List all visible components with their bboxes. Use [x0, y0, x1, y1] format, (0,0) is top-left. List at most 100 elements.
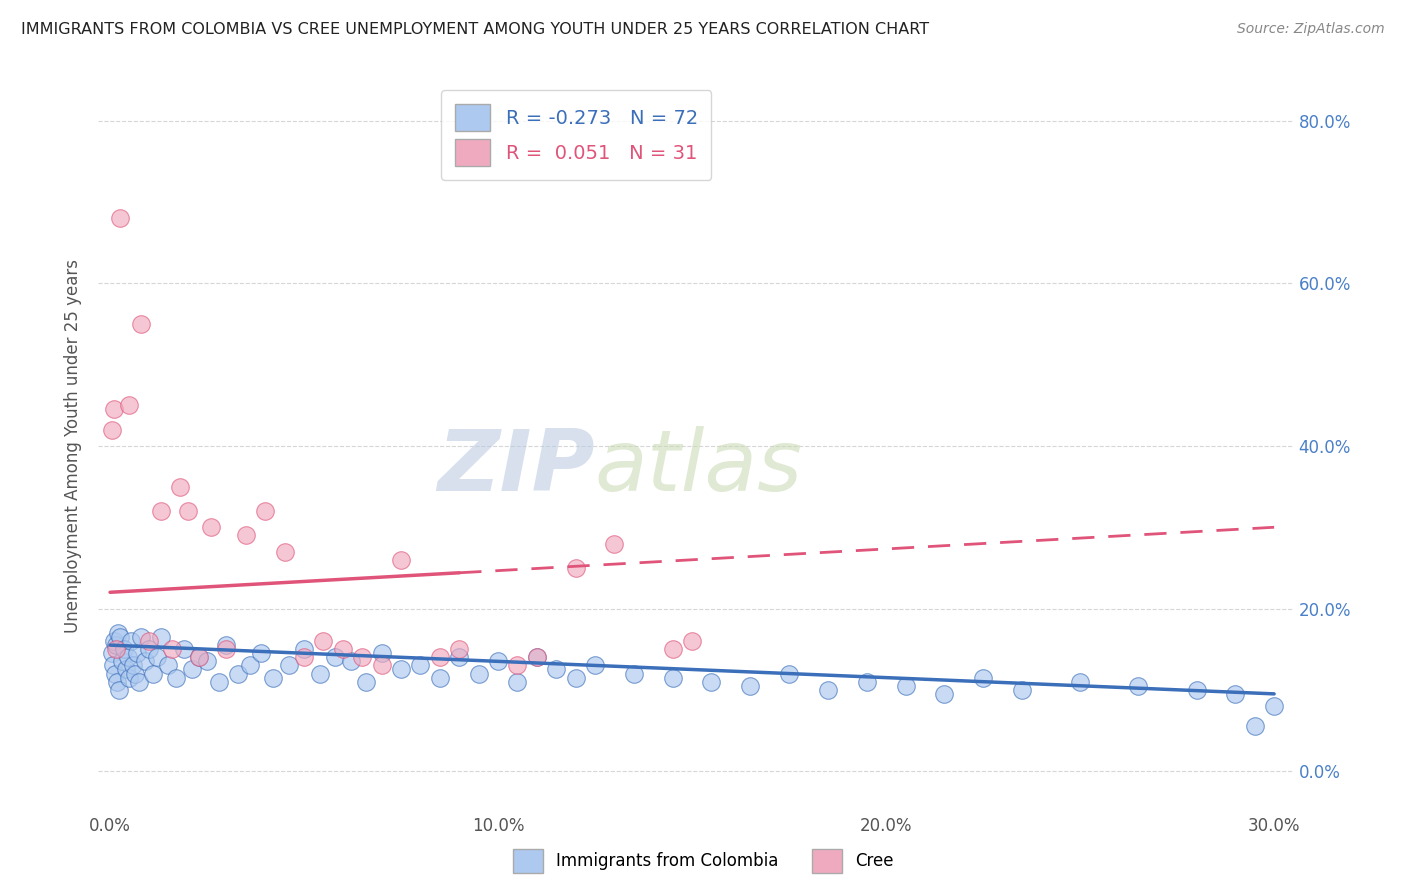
Text: IMMIGRANTS FROM COLOMBIA VS CREE UNEMPLOYMENT AMONG YOUTH UNDER 25 YEARS CORRELA: IMMIGRANTS FROM COLOMBIA VS CREE UNEMPLO… [21, 22, 929, 37]
Point [740, 679, 762, 693]
Point [104, 666, 127, 681]
Point [169, 480, 191, 494]
Point [138, 642, 160, 657]
Point [160, 642, 183, 657]
Point [506, 674, 529, 689]
Point [352, 650, 374, 665]
Point [894, 679, 917, 693]
Point [235, 528, 257, 542]
Point [292, 642, 315, 657]
Point [308, 666, 330, 681]
Point [262, 671, 284, 685]
Point [486, 654, 509, 668]
Point [1011, 682, 1033, 697]
Point [239, 658, 262, 673]
Point [332, 642, 354, 657]
Point [526, 650, 548, 665]
Point [124, 666, 146, 681]
Point [145, 650, 167, 665]
Point [409, 658, 432, 673]
Point [195, 654, 218, 668]
Point [817, 682, 839, 697]
Point [149, 630, 172, 644]
Point [546, 663, 568, 677]
Point [354, 674, 377, 689]
Point [107, 682, 129, 697]
Legend: Immigrants from Colombia, Cree: Immigrants from Colombia, Cree [506, 842, 900, 880]
Point [449, 642, 471, 657]
Point [312, 634, 335, 648]
Point [157, 658, 180, 673]
Point [1243, 719, 1265, 733]
Point [603, 536, 626, 550]
Point [564, 671, 586, 685]
Point [526, 650, 548, 665]
Point [118, 671, 141, 685]
Point [173, 642, 195, 657]
Point [661, 642, 683, 657]
Y-axis label: Unemployment Among Youth under 25 years: Unemployment Among Youth under 25 years [65, 259, 83, 633]
Point [134, 654, 156, 668]
Point [129, 317, 152, 331]
Point [323, 650, 346, 665]
Point [114, 663, 136, 677]
Point [273, 544, 295, 558]
Text: atlas: atlas [595, 426, 803, 509]
Point [200, 520, 222, 534]
Point [429, 650, 451, 665]
Legend: R = -0.273   N = 72, R =  0.051   N = 31: R = -0.273 N = 72, R = 0.051 N = 31 [441, 90, 711, 180]
Text: ZIP: ZIP [437, 426, 595, 509]
Point [149, 504, 172, 518]
Point [118, 398, 141, 412]
Point [103, 634, 125, 648]
Point [176, 504, 198, 518]
Point [700, 674, 723, 689]
Point [188, 650, 211, 665]
Point [1263, 699, 1285, 714]
Point [370, 646, 392, 660]
Point [129, 630, 152, 644]
Point [101, 423, 124, 437]
Point [429, 671, 451, 685]
Point [1225, 687, 1247, 701]
Point [165, 671, 187, 685]
Point [339, 654, 361, 668]
Point [122, 658, 145, 673]
Point [117, 650, 139, 665]
Point [101, 646, 124, 660]
Point [1128, 679, 1150, 693]
Point [934, 687, 956, 701]
Point [449, 650, 471, 665]
Point [142, 666, 165, 681]
Point [108, 630, 131, 644]
Point [855, 674, 877, 689]
Point [370, 658, 392, 673]
Point [277, 658, 299, 673]
Point [1069, 674, 1091, 689]
Point [128, 674, 150, 689]
Point [108, 211, 131, 226]
Point [103, 402, 125, 417]
Point [254, 504, 277, 518]
Point [101, 658, 124, 673]
Point [623, 666, 645, 681]
Point [681, 634, 703, 648]
Point [180, 663, 202, 677]
Point [467, 666, 489, 681]
Point [127, 646, 149, 660]
Point [138, 634, 160, 648]
Point [1185, 682, 1208, 697]
Point [104, 638, 127, 652]
Point [583, 658, 606, 673]
Point [292, 650, 315, 665]
Point [564, 561, 586, 575]
Point [226, 666, 249, 681]
Point [215, 642, 238, 657]
Point [389, 553, 412, 567]
Point [111, 654, 134, 668]
Point [120, 634, 142, 648]
Point [972, 671, 994, 685]
Point [778, 666, 800, 681]
Point [104, 642, 127, 657]
Point [215, 638, 238, 652]
